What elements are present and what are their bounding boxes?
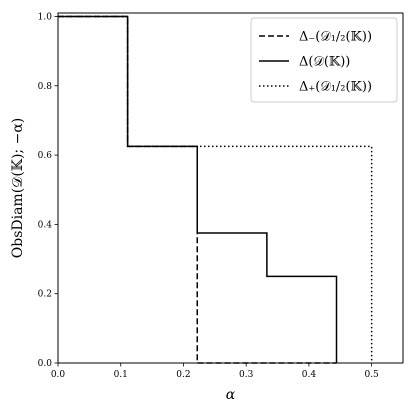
y-tick-label: 0.8 <box>38 82 53 92</box>
plot-frame <box>57 12 404 364</box>
y-tick-label: 0.4 <box>38 220 53 230</box>
y-tick-label: 0.0 <box>38 359 53 369</box>
x-axis-label: α <box>226 387 236 403</box>
legend-entry-label: Δ(𝒟(𝕂)) <box>299 55 350 70</box>
x-tick-label: 0.3 <box>239 370 254 380</box>
x-tick-label: 0.0 <box>51 370 66 380</box>
legend: Δ₋(𝒟₁/₂(𝕂)) Δ(𝒟(𝕂)) Δ₊(𝒟₁/₂(𝕂)) <box>250 17 398 103</box>
x-tick-label: 0.5 <box>364 370 379 380</box>
legend-entry-label: Δ₋(𝒟₁/₂(𝕂)) <box>299 30 372 45</box>
x-tick-label: 0.2 <box>176 370 190 380</box>
x-tick-label: 0.4 <box>302 370 317 380</box>
legend-entry-label: Δ₊(𝒟₁/₂(𝕂)) <box>299 80 372 95</box>
x-tick-label: 0.1 <box>114 370 128 380</box>
y-tick-label: 1.0 <box>38 12 53 22</box>
legend-box <box>250 17 398 103</box>
ticks-layer: 0.0 0.1 0.2 0.3 0.4 0.5 0.0 0.2 0.4 0.6 0.8 1.0 <box>38 12 379 380</box>
y-tick-label: 0.6 <box>38 151 53 161</box>
y-axis-label: ObsDiam(𝒟(𝕂); −α) <box>10 118 26 259</box>
y-tick-label: 0.2 <box>38 290 52 300</box>
